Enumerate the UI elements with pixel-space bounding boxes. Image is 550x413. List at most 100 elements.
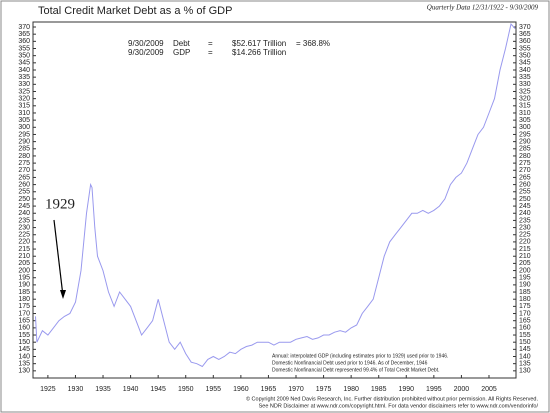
y-tick-label: 170 [18, 310, 30, 317]
y-tick-label: 200 [18, 267, 30, 274]
annotation: 9/30/2009 [128, 48, 164, 57]
y-tick-label: 235 [519, 217, 531, 224]
y-tick-label: 315 [18, 103, 30, 110]
arrow [53, 219, 64, 297]
footer: See NDR Disclaimer at www.ndr.com/copyri… [259, 403, 539, 409]
x-tick-label: 1995 [426, 386, 442, 393]
y-tick-label: 160 [18, 325, 30, 332]
y-tick-label: 350 [18, 53, 30, 60]
x-tick-label: 2005 [481, 386, 497, 393]
y-tick-label: 205 [519, 260, 531, 267]
y-tick-label: 135 [18, 361, 30, 368]
y-tick-label: 130 [519, 368, 531, 375]
y-tick-label: 165 [519, 318, 531, 325]
y-tick-label: 370 [519, 24, 531, 31]
y-tick-label: 330 [519, 81, 531, 88]
callout: 1929 [45, 196, 75, 212]
y-tick-label: 225 [18, 232, 30, 239]
y-tick-label: 245 [18, 203, 30, 210]
y-tick-label: 155 [519, 332, 531, 339]
annotation: GDP [173, 48, 190, 57]
y-tick-label: 185 [519, 289, 531, 296]
y-tick-label: 220 [519, 239, 531, 246]
y-tick-label: 250 [519, 196, 531, 203]
annotation: $14.266 Trillion [232, 48, 286, 57]
x-tick-label: 1930 [68, 386, 84, 393]
y-tick-label: 265 [519, 174, 531, 181]
y-tick-label: 180 [519, 296, 531, 303]
y-tick-label: 140 [18, 353, 30, 360]
annotation: = [208, 39, 213, 48]
y-tick-label: 155 [18, 332, 30, 339]
y-tick-label: 220 [18, 239, 30, 246]
y-tick-label: 370 [18, 24, 30, 31]
y-tick-label: 310 [519, 110, 531, 117]
y-tick-label: 365 [519, 31, 531, 38]
y-tick-label: 180 [18, 296, 30, 303]
annotation: 9/30/2009 [128, 39, 164, 48]
y-tick-label: 200 [519, 267, 531, 274]
y-tick-label: 305 [519, 117, 531, 124]
y-tick-label: 335 [519, 74, 531, 81]
y-tick-label: 355 [519, 45, 531, 52]
x-tick-label: 1955 [206, 386, 222, 393]
y-tick-label: 310 [18, 110, 30, 117]
y-tick-label: 225 [519, 232, 531, 239]
y-tick-label: 330 [18, 81, 30, 88]
y-tick-label: 165 [18, 318, 30, 325]
y-tick-label: 175 [519, 303, 531, 310]
y-tick-label: 190 [519, 282, 531, 289]
y-tick-label: 145 [18, 346, 30, 353]
y-tick-label: 300 [18, 124, 30, 131]
y-tick-label: 290 [519, 138, 531, 145]
y-tick-label: 280 [18, 153, 30, 160]
note: Annual: interpolated GDP (including esti… [272, 353, 448, 359]
y-tick-label: 290 [18, 138, 30, 145]
y-tick-label: 210 [519, 253, 531, 260]
y-tick-label: 175 [18, 303, 30, 310]
note: Domestic Nonfinancial Debt represented 9… [272, 367, 440, 373]
x-tick-label: 1980 [343, 386, 359, 393]
x-tick-label: 1935 [95, 386, 111, 393]
y-tick-label: 285 [519, 146, 531, 153]
y-tick-label: 340 [519, 67, 531, 74]
y-tick-label: 150 [18, 339, 30, 346]
y-tick-label: 140 [519, 353, 531, 360]
y-tick-label: 275 [18, 160, 30, 167]
y-tick-label: 360 [18, 38, 30, 45]
data-line [35, 23, 516, 368]
x-tick-label: 1950 [178, 386, 194, 393]
y-tick-label: 255 [18, 189, 30, 196]
y-tick-label: 215 [18, 246, 30, 253]
y-tick-label: 260 [18, 181, 30, 188]
x-tick-label: 2000 [454, 386, 470, 393]
x-tick-label: 1990 [398, 386, 414, 393]
y-tick-label: 260 [519, 181, 531, 188]
arrowhead [60, 290, 66, 299]
chart-title: Total Credit Market Debt as a % of GDP [38, 5, 232, 17]
y-tick-label: 345 [519, 60, 531, 67]
y-tick-label: 280 [519, 153, 531, 160]
y-tick-label: 360 [519, 38, 531, 45]
chart-subtitle: Quarterly Data 12/31/1922 - 9/30/2009 [427, 4, 539, 12]
annotation: $52.617 Trillion [232, 39, 286, 48]
x-tick-label: 1960 [233, 386, 249, 393]
y-tick-label: 305 [18, 117, 30, 124]
y-tick-label: 320 [18, 95, 30, 102]
y-tick-label: 215 [519, 246, 531, 253]
y-tick-label: 250 [18, 196, 30, 203]
y-tick-label: 160 [519, 325, 531, 332]
y-tick-label: 295 [519, 131, 531, 138]
y-tick-label: 295 [18, 131, 30, 138]
y-tick-label: 365 [18, 31, 30, 38]
y-tick-label: 320 [519, 95, 531, 102]
y-tick-label: 205 [18, 260, 30, 267]
y-tick-label: 340 [18, 67, 30, 74]
y-tick-label: 170 [519, 310, 531, 317]
y-tick-label: 190 [18, 282, 30, 289]
y-tick-label: 185 [18, 289, 30, 296]
y-tick-label: 335 [18, 74, 30, 81]
y-tick-label: 255 [519, 189, 531, 196]
y-tick-label: 285 [18, 146, 30, 153]
y-tick-label: 150 [519, 339, 531, 346]
